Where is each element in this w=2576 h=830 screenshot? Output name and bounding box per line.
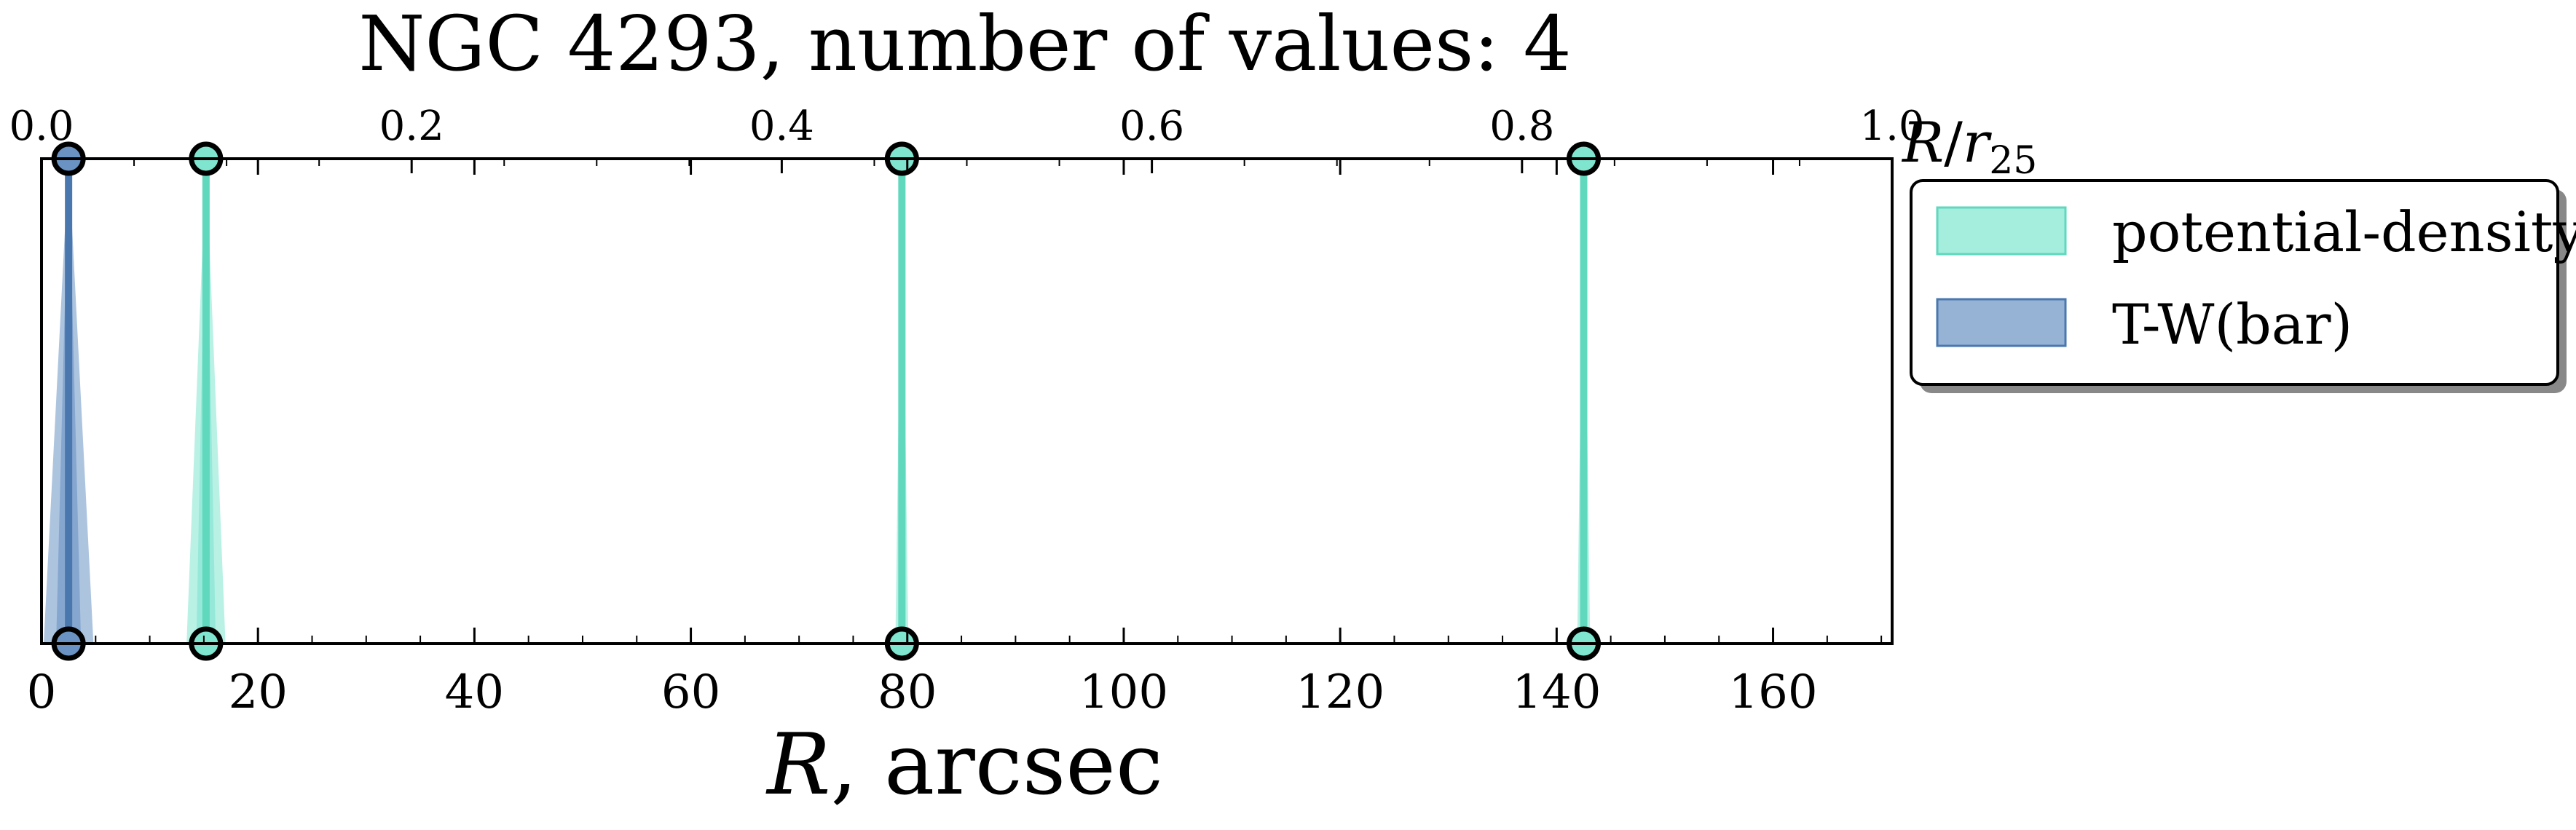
top-tick-label-0.8: 0.8 [1489,103,1554,150]
x-tick-label-20: 20 [228,665,287,719]
top-tick-label-1.0: 1.0 [1859,103,1924,150]
x-axis-label-symbol: R [765,716,830,814]
top-axis-label-slash: / [1944,110,1963,175]
x-tick-label-80: 80 [878,665,937,719]
legend-swatch-t-w-bar [1936,298,2067,347]
x-tick-label-0: 0 [27,665,57,719]
top-axis-label-r: r [1963,110,1993,175]
top-tick-label-0.0: 0.0 [9,103,74,150]
x-tick-label-160: 160 [1728,665,1817,719]
top-tick-label-0.6: 0.6 [1119,103,1184,150]
x-tick-label-140: 140 [1512,665,1601,719]
x-axis-label-rest: , arcsec [830,716,1162,814]
legend: potential-density T-W(bar) [1910,179,2576,393]
x-axis-bottom: 0 20 40 60 80 100 120 140 160 [27,159,1883,719]
series-layer [43,141,1601,661]
legend-label-t-w-bar: T-W(bar) [2112,292,2352,357]
top-tick-label-0.4: 0.4 [749,103,814,150]
top-tick-label-0.2: 0.2 [379,103,444,150]
legend-swatch-potential-density [1936,206,2067,256]
top-axis-label-R: R [1901,110,1944,175]
x-axis-top: 0.0 0.2 0.4 0.6 0.8 1.0 [9,103,1925,173]
x-tick-label-100: 100 [1079,665,1168,719]
legend-box [1910,179,2559,386]
x-axis-label: R, arcsec [765,716,1163,814]
top-axis-label: R/r25 [1901,110,2037,183]
x-tick-label-40: 40 [445,665,504,719]
top-axis-label-sub: 25 [1989,139,2037,183]
legend-label-potential-density: potential-density [2112,199,2576,264]
chart-title: NGC 4293, number of values: 4 [358,0,1571,88]
x-tick-label-60: 60 [661,665,720,719]
x-tick-label-120: 120 [1296,665,1384,719]
plot-frame [40,157,1894,645]
